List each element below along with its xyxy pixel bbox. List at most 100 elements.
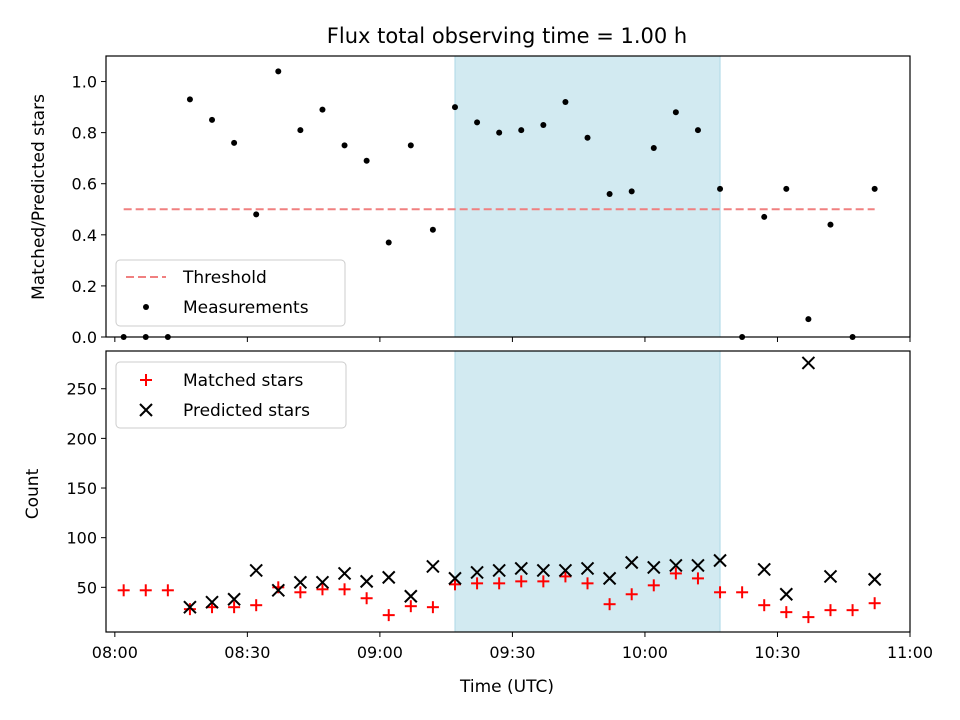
matched-stars-marker bbox=[139, 584, 152, 597]
predicted-x-b bbox=[315, 575, 330, 590]
predicted-stars-marker bbox=[801, 356, 816, 370]
measurement-point bbox=[275, 68, 282, 75]
predicted-x-b bbox=[271, 583, 285, 598]
predicted-x-b bbox=[602, 571, 617, 586]
predicted-x-b bbox=[757, 562, 771, 577]
measurement-point bbox=[297, 127, 304, 134]
predicted-x-b bbox=[691, 558, 705, 573]
measurement-point bbox=[231, 139, 238, 146]
top-panel: 0.0 0.2 0.4 0.6 0.8 1.0 Threshold Measurements bbox=[72, 55, 911, 347]
bottom-y-axis-label: Count bbox=[23, 468, 43, 519]
predicted-x-b bbox=[426, 559, 440, 574]
matched-stars-marker bbox=[868, 597, 881, 610]
measurement-point bbox=[518, 127, 525, 134]
predicted-x-b bbox=[713, 553, 727, 568]
x-axis-label: Time (UTC) bbox=[459, 677, 554, 697]
legend-predicted-b bbox=[139, 403, 153, 417]
measurement-point bbox=[429, 226, 436, 233]
measurement-point bbox=[650, 144, 657, 151]
bottom-shaded-span bbox=[454, 350, 721, 633]
matched-stars-marker bbox=[780, 606, 793, 619]
measurement-point bbox=[827, 221, 834, 228]
predicted-stars-marker bbox=[382, 570, 396, 585]
legend-predicted-label: Predicted stars bbox=[183, 401, 310, 421]
measurement-point bbox=[606, 190, 613, 197]
predicted-stars-marker bbox=[580, 561, 595, 576]
measurement-point bbox=[253, 211, 260, 218]
predicted-x-b bbox=[801, 356, 816, 370]
measurement-point bbox=[805, 316, 812, 323]
predicted-stars-marker bbox=[448, 571, 462, 586]
predicted-x-b bbox=[647, 560, 661, 575]
top-y-tick-label: 0.4 bbox=[72, 226, 97, 245]
matched-stars-marker bbox=[493, 577, 506, 590]
predicted-x-b bbox=[823, 569, 838, 584]
chart-title: Flux total observing time = 1.00 h bbox=[327, 24, 687, 48]
legend-threshold-label: Threshold bbox=[182, 268, 267, 288]
predicted-stars-marker bbox=[713, 553, 727, 568]
predicted-stars-marker bbox=[691, 558, 705, 573]
bottom-y-tick-label: 250 bbox=[66, 380, 97, 399]
matched-stars-marker bbox=[117, 584, 130, 597]
bottom-legend-box bbox=[115, 361, 347, 429]
predicted-x-b bbox=[779, 587, 794, 601]
legend-predicted-swatch bbox=[139, 403, 153, 417]
measurement-point bbox=[717, 185, 724, 192]
predicted-stars-marker bbox=[293, 575, 308, 590]
predicted-x-b bbox=[249, 563, 263, 578]
predicted-x-b bbox=[183, 600, 197, 614]
predicted-stars-marker bbox=[337, 566, 352, 581]
predicted-stars-marker bbox=[669, 558, 683, 573]
x-tick-label: 08:00 bbox=[92, 643, 138, 662]
matched-stars-marker bbox=[471, 577, 484, 590]
legend-matched-swatch bbox=[140, 374, 152, 386]
top-shaded-span bbox=[454, 55, 721, 338]
matched-stars-marker bbox=[161, 584, 174, 597]
x-tick-label: 11:00 bbox=[887, 643, 933, 662]
bottom-y-tick-label: 50 bbox=[77, 578, 97, 597]
matched-stars-marker bbox=[625, 588, 638, 601]
measurement-point bbox=[562, 98, 569, 105]
measurement-point bbox=[451, 104, 458, 111]
bottom-y-tick-label: 200 bbox=[66, 429, 97, 448]
predicted-stars-marker bbox=[514, 561, 528, 576]
measurement-point bbox=[496, 129, 503, 136]
predicted-stars-marker bbox=[492, 563, 506, 578]
matched-stars-marker bbox=[846, 604, 859, 617]
matched-stars-marker bbox=[691, 572, 704, 585]
predicted-x-b bbox=[205, 595, 219, 609]
measurement-point bbox=[628, 188, 635, 195]
matched-stars-marker bbox=[448, 578, 461, 591]
measurement-point bbox=[584, 134, 591, 141]
legend-measurements-swatch bbox=[143, 304, 149, 310]
predicted-x-b bbox=[359, 574, 374, 589]
legend-measurements-label: Measurements bbox=[183, 298, 309, 318]
predicted-stars-marker bbox=[602, 571, 617, 586]
matched-stars-marker bbox=[250, 599, 263, 612]
matched-stars-marker bbox=[360, 592, 373, 605]
predicted-x-b bbox=[867, 572, 882, 587]
matched-stars-marker bbox=[183, 603, 196, 616]
predicted-stars-marker bbox=[205, 595, 219, 609]
matched-stars-marker bbox=[714, 586, 727, 599]
predicted-stars-marker bbox=[558, 563, 573, 578]
measurement-point bbox=[540, 121, 547, 128]
matched-stars-marker bbox=[338, 583, 351, 596]
predicted-x-b bbox=[624, 555, 639, 570]
predicted-stars-marker bbox=[470, 565, 484, 580]
predicted-stars-marker bbox=[227, 592, 241, 606]
matched-stars-marker bbox=[382, 609, 395, 622]
x-tick-label: 10:30 bbox=[754, 643, 800, 662]
predicted-stars-marker bbox=[271, 583, 285, 598]
predicted-x-b bbox=[580, 561, 595, 576]
matched-stars-marker bbox=[581, 577, 594, 590]
predicted-stars-marker bbox=[404, 589, 418, 603]
predicted-stars-marker bbox=[779, 587, 794, 601]
predicted-x-b bbox=[448, 571, 462, 586]
predicted-x-b bbox=[382, 570, 396, 585]
x-tick-label: 09:30 bbox=[489, 643, 535, 662]
matched-stars-marker bbox=[647, 579, 660, 592]
predicted-stars-marker bbox=[183, 600, 197, 614]
